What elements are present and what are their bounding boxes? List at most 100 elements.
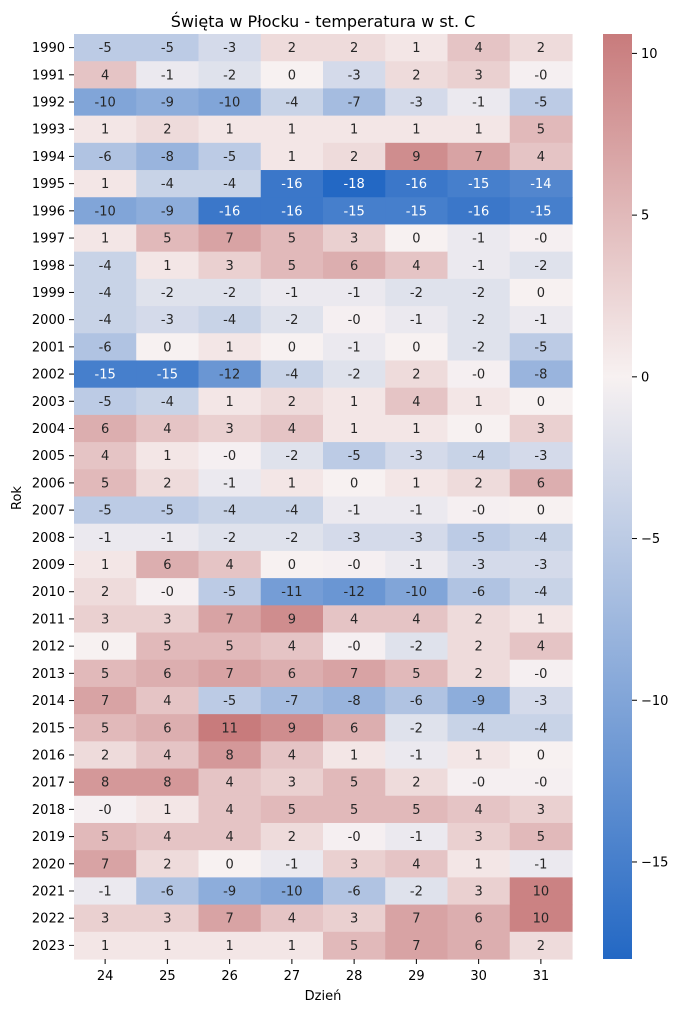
heatmap-cell-label: -4 bbox=[534, 531, 547, 546]
heatmap-cell-label: 9 bbox=[288, 612, 296, 627]
heatmap-cell bbox=[260, 333, 324, 362]
heatmap-cell-label: -9 bbox=[223, 884, 236, 899]
heatmap-cell bbox=[447, 605, 511, 634]
heatmap-cell bbox=[323, 523, 386, 552]
heatmap-cell-label: 3 bbox=[163, 612, 171, 627]
heatmap-cell-label: 2 bbox=[163, 857, 171, 872]
heatmap-cell-label: 6 bbox=[163, 558, 171, 573]
heatmap-cell-label: -2 bbox=[534, 259, 547, 274]
heatmap-cell-label: 4 bbox=[225, 776, 233, 791]
y-tick-label: 2017 bbox=[32, 776, 65, 791]
heatmap-cell bbox=[136, 251, 200, 280]
y-tick-label: 2004 bbox=[32, 422, 65, 437]
heatmap-cell bbox=[136, 442, 200, 470]
heatmap-cell-label: -15 bbox=[95, 368, 116, 383]
heatmap-cell bbox=[198, 850, 262, 878]
heatmap-cell-label: 3 bbox=[225, 422, 233, 437]
heatmap-cell bbox=[74, 115, 137, 144]
heatmap-cell bbox=[385, 333, 449, 362]
heatmap-cell bbox=[198, 469, 262, 498]
heatmap-cell bbox=[260, 523, 324, 552]
heatmap-cell bbox=[323, 550, 386, 579]
heatmap-cell-label: -4 bbox=[534, 585, 547, 600]
heatmap-cell bbox=[447, 714, 511, 742]
heatmap-cell-label: -1 bbox=[161, 68, 174, 83]
heatmap-cell bbox=[198, 251, 262, 280]
x-tick-label: 29 bbox=[408, 969, 425, 984]
heatmap-cell bbox=[260, 197, 324, 226]
heatmap-cell-label: -4 bbox=[99, 286, 112, 301]
heatmap-cell-label: 4 bbox=[412, 857, 420, 872]
heatmap-cell bbox=[323, 197, 386, 226]
heatmap-cell bbox=[509, 822, 573, 851]
heatmap-cell bbox=[509, 714, 573, 742]
heatmap-cell-label: -5 bbox=[99, 504, 112, 519]
y-tick-label: 1995 bbox=[32, 177, 65, 192]
heatmap-cell-label: 2 bbox=[163, 123, 171, 138]
heatmap-cell-label: 7 bbox=[474, 150, 482, 165]
heatmap-cell-label: 5 bbox=[288, 803, 296, 818]
y-tick-label: 1993 bbox=[32, 123, 65, 138]
heatmap-cell-label: -10 bbox=[406, 585, 427, 600]
heatmap-cell-label: 6 bbox=[101, 422, 109, 437]
heatmap-cell-label: 2 bbox=[412, 368, 420, 383]
heatmap-cell bbox=[509, 34, 573, 62]
heatmap-cell bbox=[447, 659, 511, 688]
y-tick-label: 1999 bbox=[32, 286, 65, 301]
heatmap-cell-label: -2 bbox=[285, 531, 298, 546]
heatmap-cell-label: 2 bbox=[474, 640, 482, 655]
heatmap-cell-label: -6 bbox=[99, 340, 112, 355]
heatmap-cell-label: -15 bbox=[530, 204, 551, 219]
heatmap-cell-label: 5 bbox=[537, 123, 545, 138]
heatmap-cell-label: 2 bbox=[163, 476, 171, 491]
y-tick-label: 2009 bbox=[32, 558, 65, 573]
heatmap-cell-label: 2 bbox=[412, 776, 420, 791]
heatmap-cell-label: 4 bbox=[225, 830, 233, 845]
heatmap-cell-label: 2 bbox=[537, 41, 545, 56]
heatmap-cell-label: 1 bbox=[288, 939, 296, 954]
heatmap-cell bbox=[136, 850, 200, 878]
heatmap-cell-label: -1 bbox=[472, 232, 485, 247]
heatmap-cell bbox=[385, 278, 449, 307]
heatmap-cell bbox=[74, 197, 137, 226]
heatmap-cell-label: 4 bbox=[225, 803, 233, 818]
heatmap-cell-label: -0 bbox=[348, 640, 361, 655]
heatmap-cell bbox=[385, 877, 449, 906]
heatmap-cell bbox=[136, 550, 200, 579]
heatmap-cell-label: 2 bbox=[288, 830, 296, 845]
heatmap-cell-label: -14 bbox=[530, 177, 551, 192]
heatmap-cell-label: 3 bbox=[350, 232, 358, 247]
heatmap-cell-label: -16 bbox=[281, 177, 302, 192]
heatmap-cell bbox=[509, 387, 573, 416]
heatmap-cell-label: -2 bbox=[410, 286, 423, 301]
heatmap-cell bbox=[198, 224, 262, 253]
heatmap-cell bbox=[136, 768, 200, 797]
heatmap-cell-label: 2 bbox=[288, 395, 296, 410]
heatmap-cell bbox=[74, 251, 137, 280]
heatmap-cell bbox=[385, 387, 449, 416]
heatmap-cell-label: -2 bbox=[472, 340, 485, 355]
heatmap-cell-label: -4 bbox=[472, 721, 485, 736]
heatmap-cell bbox=[323, 850, 386, 878]
heatmap-cell bbox=[74, 278, 137, 307]
heatmap-cell-label: -4 bbox=[161, 395, 174, 410]
heatmap-cell-label: 1 bbox=[412, 123, 420, 138]
heatmap-cell-label: 1 bbox=[225, 340, 233, 355]
x-tick-label: 24 bbox=[97, 969, 114, 984]
heatmap-cell-label: -3 bbox=[223, 41, 236, 56]
heatmap-cell bbox=[385, 170, 449, 198]
heatmap-cell bbox=[198, 795, 262, 824]
heatmap-cell bbox=[447, 88, 511, 117]
heatmap-cell-label: -0 bbox=[223, 449, 236, 464]
heatmap-cell-label: 2 bbox=[350, 41, 358, 56]
heatmap-cell-label: 8 bbox=[163, 776, 171, 791]
heatmap-cell-label: 2 bbox=[474, 667, 482, 682]
heatmap-cell bbox=[385, 34, 449, 62]
heatmap-cell bbox=[136, 523, 200, 552]
heatmap-cell bbox=[447, 496, 511, 525]
heatmap-cell bbox=[509, 850, 573, 878]
heatmap-cell bbox=[509, 61, 573, 90]
heatmap-cell-label: -1 bbox=[285, 857, 298, 872]
heatmap-cell bbox=[74, 768, 137, 797]
heatmap-cell-label: 8 bbox=[101, 776, 109, 791]
